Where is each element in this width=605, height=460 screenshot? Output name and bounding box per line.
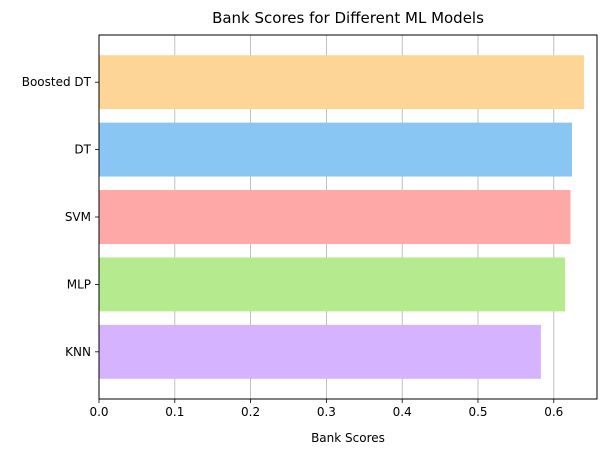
y-tick-label: MLP bbox=[67, 277, 91, 291]
bar-boosted-dt bbox=[99, 55, 585, 110]
bar-dt bbox=[99, 122, 572, 177]
x-tick-label: 0.5 bbox=[468, 405, 487, 419]
bar-knn bbox=[99, 324, 541, 379]
x-tick-label: 0.2 bbox=[241, 405, 260, 419]
bar-mlp bbox=[99, 257, 566, 312]
bar-svm bbox=[99, 190, 571, 244]
x-tick-label: 0.4 bbox=[393, 405, 412, 419]
bars bbox=[99, 55, 585, 379]
y-axis-ticks: KNN MLP SVM DT Boosted DT bbox=[22, 75, 99, 359]
chart-title: Bank Scores for Different ML Models bbox=[212, 9, 484, 27]
y-tick-label: SVM bbox=[65, 210, 91, 224]
y-tick-label: Boosted DT bbox=[22, 75, 92, 89]
x-tick-label: 0.1 bbox=[165, 405, 184, 419]
x-tick-label: 0.3 bbox=[317, 405, 336, 419]
x-tick-label: 0.0 bbox=[89, 405, 108, 419]
y-tick-label: DT bbox=[74, 143, 91, 157]
x-tick-label: 0.6 bbox=[544, 405, 563, 419]
x-axis-ticks: 0.0 0.1 0.2 0.3 0.4 0.5 0.6 bbox=[89, 399, 563, 419]
x-axis-label: Bank Scores bbox=[311, 431, 385, 445]
y-tick-label: KNN bbox=[65, 345, 91, 359]
